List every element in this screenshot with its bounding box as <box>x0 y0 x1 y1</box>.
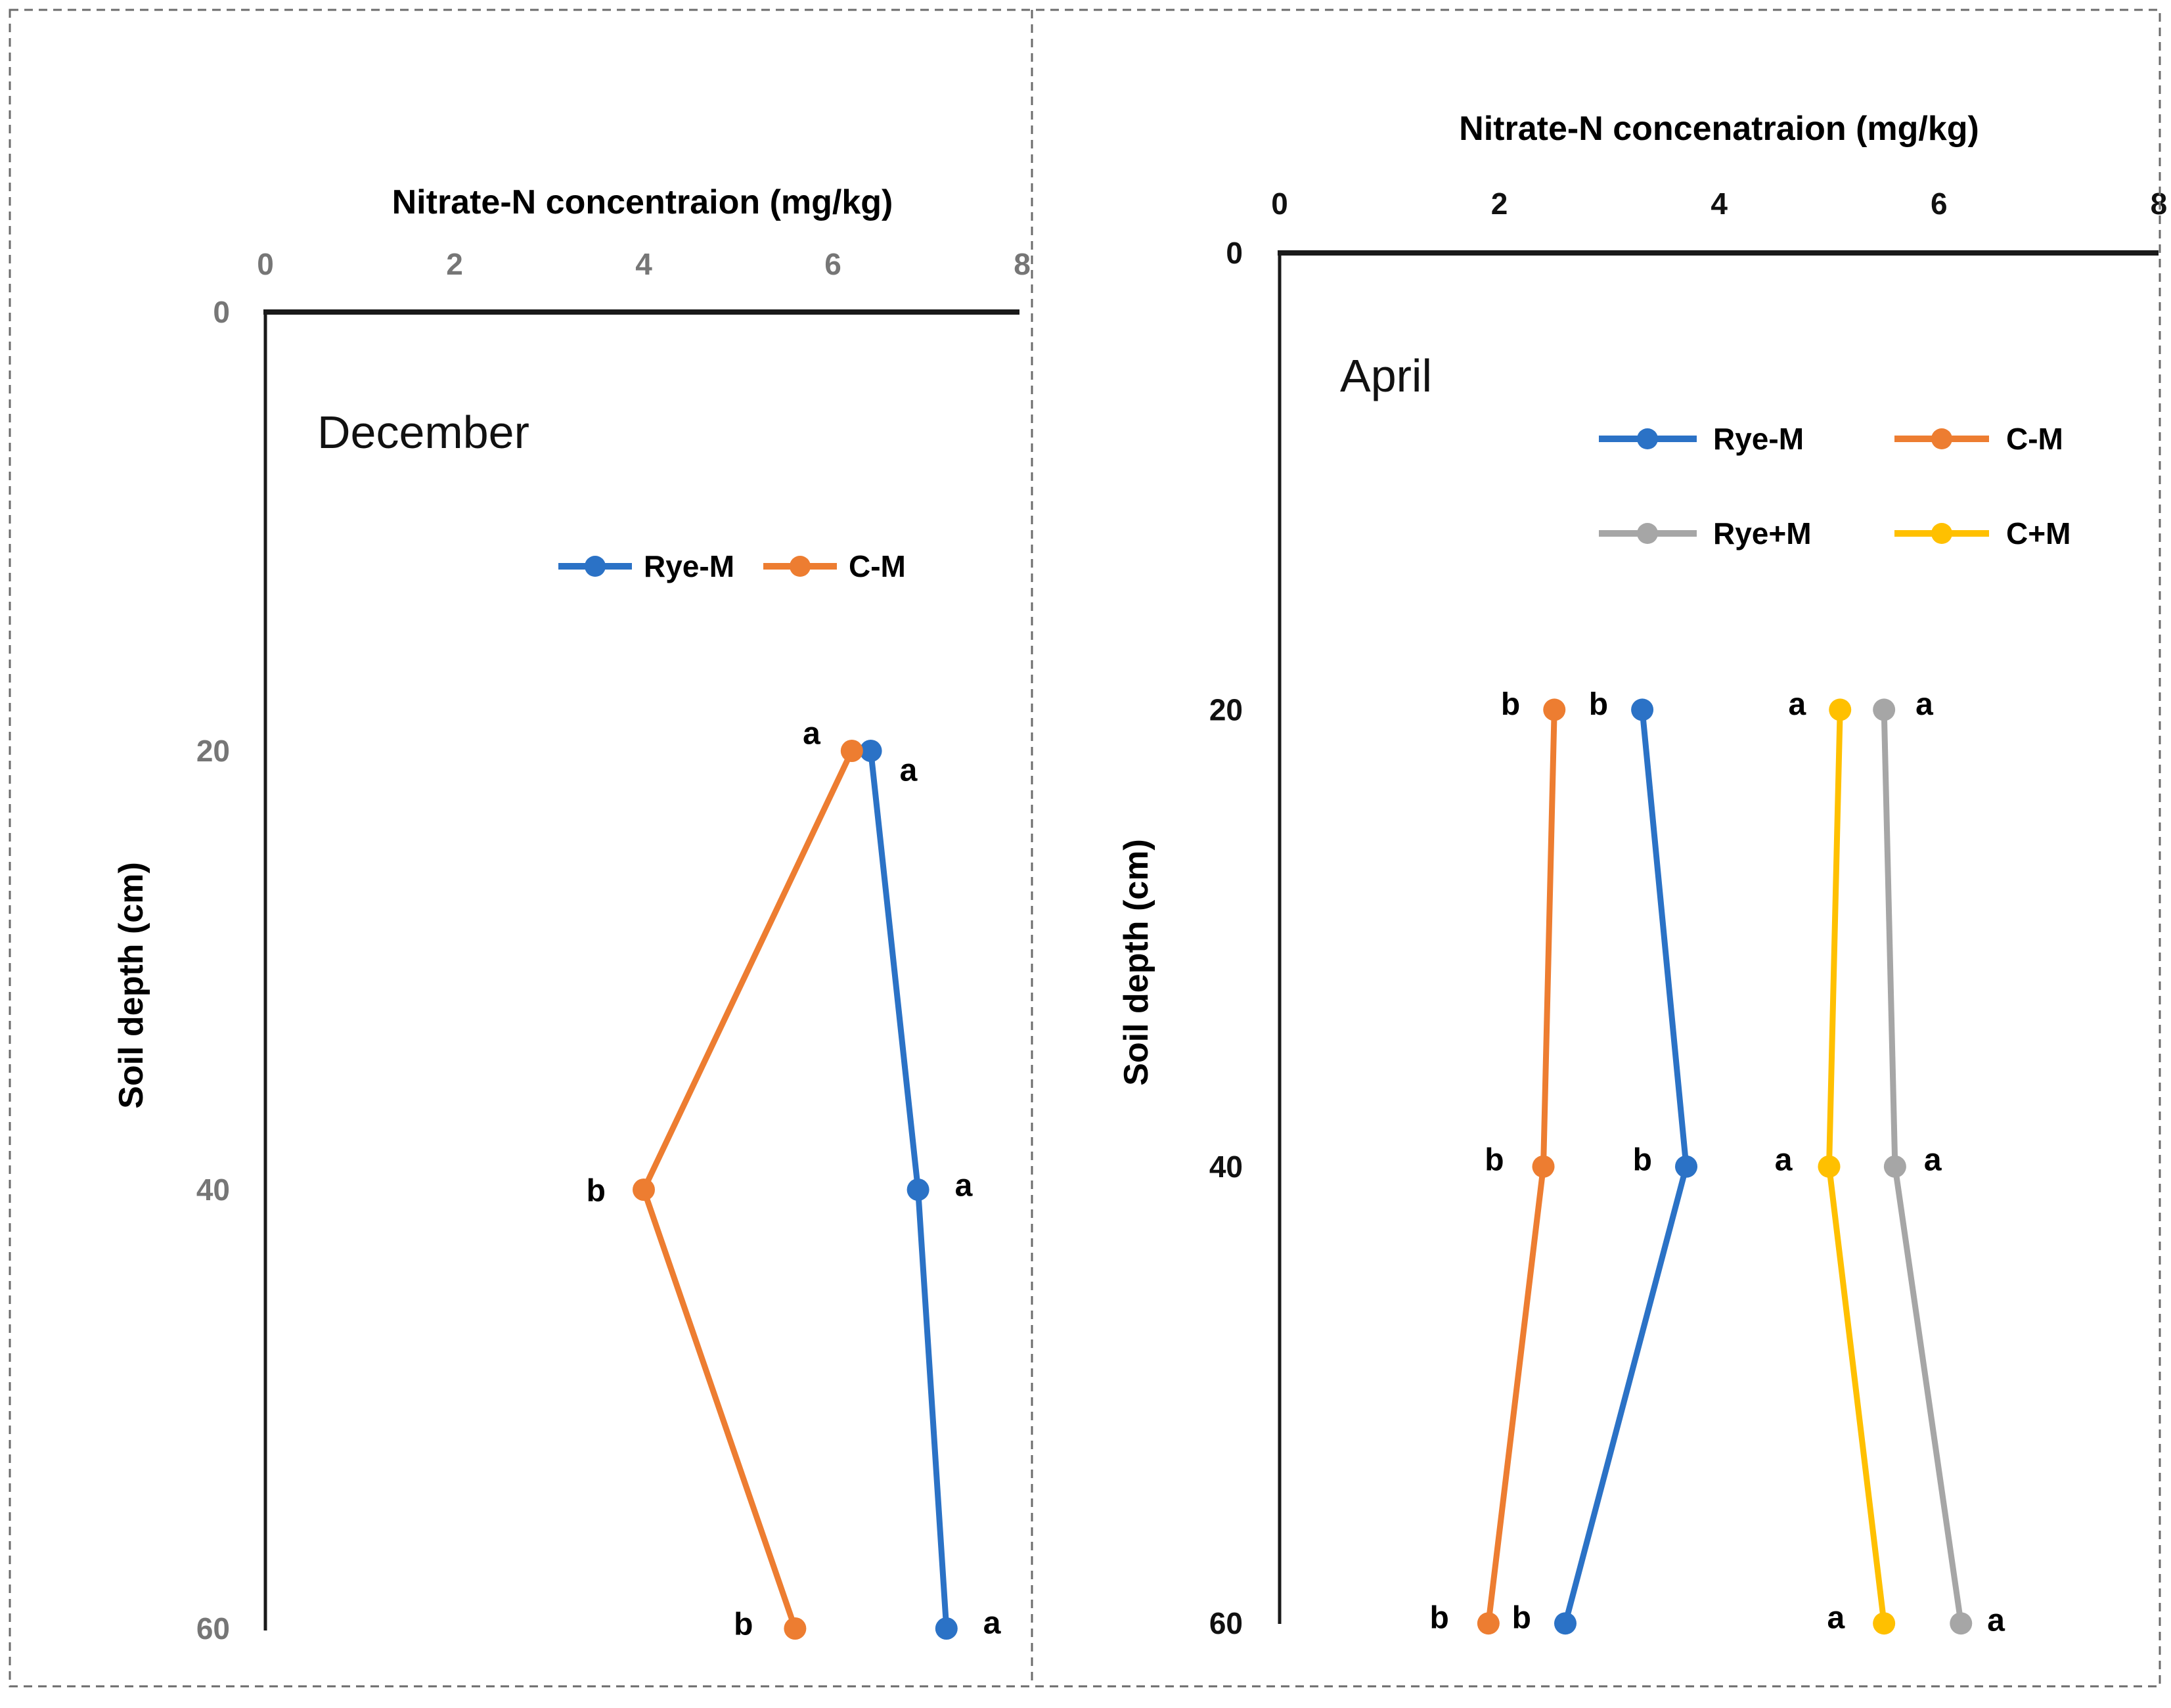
data-point-C-M <box>1477 1612 1500 1635</box>
data-point-C+M <box>1829 698 1852 721</box>
sig-label: a <box>803 717 820 752</box>
data-point-Rye-M <box>906 1179 929 1201</box>
sig-label: b <box>587 1174 606 1209</box>
data-point-C-M <box>1543 698 1566 721</box>
data-point-Rye-M <box>935 1617 958 1640</box>
legend-marker-dot <box>1637 523 1658 544</box>
data-point-C-M <box>633 1179 655 1201</box>
x-tick-label: 0 <box>1271 187 1288 221</box>
x-tick-label: 4 <box>635 247 652 281</box>
sig-label: a <box>1924 1142 1942 1177</box>
sig-label: a <box>1915 687 1933 722</box>
legend-label-C-M: C-M <box>2006 422 2063 456</box>
data-point-Rye-M <box>1554 1612 1577 1635</box>
legend-marker-dot <box>585 556 606 577</box>
legend-marker-dot <box>790 556 811 577</box>
y-tick-label: 0 <box>213 295 230 329</box>
legend-label-Rye-M: Rye-M <box>644 549 734 583</box>
sig-label: a <box>983 1606 1001 1641</box>
data-point-Rye+M <box>1883 1155 1906 1178</box>
data-point-C+M <box>1818 1155 1841 1178</box>
data-point-Rye-M <box>1631 698 1654 721</box>
sig-label: a <box>1789 687 1806 722</box>
y-tick-label: 40 <box>196 1173 230 1207</box>
x-tick-label: 8 <box>2151 187 2168 221</box>
legend-label-C+M: C+M <box>2006 516 2070 551</box>
x-axis-title: Nitrate-N concenatraion (mg/kg) <box>1459 110 1979 148</box>
sig-label: a <box>1775 1142 1793 1177</box>
data-point-C-M <box>1532 1155 1555 1178</box>
y-tick-label: 20 <box>196 734 230 768</box>
legend-marker-dot <box>1931 523 1952 544</box>
sig-label: b <box>734 1607 753 1642</box>
data-point-C-M <box>784 1617 807 1640</box>
sig-label: b <box>1501 687 1520 722</box>
legend-label-Rye+M: Rye+M <box>1713 516 1812 551</box>
sig-label: b <box>1633 1142 1652 1177</box>
data-point-C-M <box>840 740 863 762</box>
x-tick-label: 8 <box>1014 247 1031 281</box>
data-point-Rye-M <box>1675 1155 1698 1178</box>
chart-december: 0 2 4 6 8 Nitrate-N concentraion (mg/kg) 0 20 40… <box>112 183 1031 1646</box>
data-point-Rye+M <box>1873 698 1896 721</box>
sig-label: a <box>900 753 918 788</box>
x-axis-title: Nitrate-N concentraion (mg/kg) <box>392 183 893 221</box>
y-tick-label: 60 <box>1209 1606 1243 1640</box>
sig-label: a <box>1827 1601 1845 1636</box>
legend: Rye-M C-M Rye+M C+M <box>1599 422 2070 551</box>
y-axis-title: Soil depth (cm) <box>1117 839 1155 1086</box>
x-tick-label: 0 <box>257 247 274 281</box>
sig-label: b <box>1430 1601 1449 1636</box>
legend-marker-dot <box>1931 428 1952 449</box>
legend-label-C-M: C-M <box>849 549 906 583</box>
data-point-Rye+M <box>1950 1612 1973 1635</box>
series-line-Rye-M <box>1562 706 1690 1627</box>
sig-label: b <box>1512 1601 1531 1636</box>
legend-marker-dot <box>1637 428 1658 449</box>
panel-label: December <box>317 407 529 458</box>
data-point-C+M <box>1873 1612 1896 1635</box>
panel-label: April <box>1340 350 1432 401</box>
y-tick-label: 0 <box>1226 236 1243 270</box>
sig-label: b <box>1485 1142 1504 1177</box>
chart-april: 0 2 4 6 8 Nitrate-N concenatraion (mg/kg) 0 20 4… <box>1117 110 2168 1640</box>
sig-label: a <box>955 1169 973 1203</box>
y-tick-label: 40 <box>1209 1150 1243 1184</box>
series-line-C-M <box>640 748 855 1632</box>
y-axis-title: Soil depth (cm) <box>112 862 150 1109</box>
x-tick-label: 6 <box>1931 187 1948 221</box>
x-tick-label: 6 <box>824 247 841 281</box>
y-tick-label: 20 <box>1209 692 1243 727</box>
y-tick-label: 60 <box>196 1611 230 1646</box>
legend: Rye-M C-M <box>558 549 906 583</box>
x-tick-label: 2 <box>1491 187 1508 221</box>
sig-label: b <box>1589 687 1608 722</box>
x-tick-label: 4 <box>1711 187 1728 221</box>
legend-label-Rye-M: Rye-M <box>1713 422 1804 456</box>
sig-label: a <box>1987 1604 2005 1638</box>
x-tick-label: 2 <box>446 247 463 281</box>
